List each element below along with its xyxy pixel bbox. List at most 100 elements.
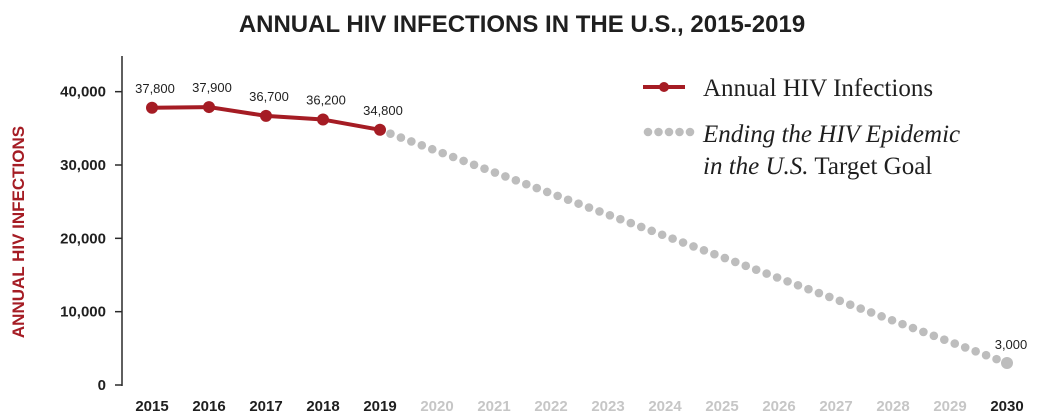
x-axis-ticks: 2015 2016 2017 2018 2019 2020 2021 2022 2023 2024… xyxy=(135,398,1023,414)
data-label: 37,900 xyxy=(192,80,232,95)
target-goal-dot xyxy=(772,273,782,282)
target-goal-dot xyxy=(971,347,980,356)
x-tick-label: 2027 xyxy=(819,398,852,414)
target-goal-dot xyxy=(386,129,395,138)
legend-target-plain-part: Target Goal xyxy=(814,153,932,180)
target-goal-dot xyxy=(459,156,468,166)
legend-item-annual: Annual HIV Infections xyxy=(643,75,933,102)
target-goal-dot xyxy=(563,195,573,205)
target-goal-endpoint xyxy=(1001,357,1013,369)
target-goal-dot xyxy=(981,350,991,360)
target-goal-dot xyxy=(605,211,615,220)
data-label: 36,700 xyxy=(249,89,289,104)
x-tick-label: 2021 xyxy=(477,398,510,414)
target-goal-dot xyxy=(595,207,604,216)
legend-target-dot xyxy=(685,127,695,137)
target-goal-dot xyxy=(511,176,521,185)
target-goal-dot xyxy=(845,300,855,310)
target-goal-dot xyxy=(929,331,939,341)
target-goal-dot xyxy=(720,253,730,263)
x-tick-label: 2022 xyxy=(534,398,567,414)
target-goal-dot xyxy=(480,164,489,173)
target-goal-dot xyxy=(616,214,625,224)
target-goal-dot xyxy=(678,238,688,247)
target-goal-dot xyxy=(741,261,751,271)
target-goal-dot xyxy=(835,296,845,306)
x-tick-label: 2018 xyxy=(306,398,339,414)
chart-title: ANNUAL HIV INFECTIONS IN THE U.S., 2015-… xyxy=(239,11,805,38)
x-tick-label: 2026 xyxy=(762,398,795,414)
y-axis-label: ANNUAL HIV INFECTIONS xyxy=(9,126,28,338)
y-tick-label: 30,000 xyxy=(60,157,106,174)
legend-target-dot xyxy=(675,127,684,137)
annual-infections-series xyxy=(146,101,386,136)
target-goal-dot xyxy=(960,343,970,352)
target-goal-dot xyxy=(762,269,771,278)
target-goal-dot xyxy=(825,292,834,302)
target-goal-dot xyxy=(950,339,960,348)
target-goal-dot xyxy=(490,168,500,177)
target-goal-dot xyxy=(710,249,719,259)
y-tick-label: 40,000 xyxy=(60,84,106,101)
x-tick-label: 2030 xyxy=(990,398,1023,414)
target-goal-dot xyxy=(793,280,803,290)
target-goal-dot xyxy=(553,191,562,201)
x-tick-label: 2023 xyxy=(591,398,624,414)
legend-target-swatch xyxy=(643,127,695,137)
target-goal-dot xyxy=(584,203,594,212)
target-goal-dot xyxy=(574,199,583,208)
target-goal-dot xyxy=(940,335,949,344)
target-goal-dot xyxy=(877,312,886,321)
target-goal-dot xyxy=(887,315,897,325)
legend-item-target: Ending the HIV Epidemic in the U.S. Targ… xyxy=(643,121,960,180)
y-tick-label: 0 xyxy=(98,377,106,394)
target-goal-dot xyxy=(919,327,928,337)
x-tick-label: 2017 xyxy=(249,398,282,414)
annual-infections-point xyxy=(374,123,386,136)
x-tick-label: 2024 xyxy=(648,398,682,414)
target-goal-dot xyxy=(731,257,740,267)
x-tick-label: 2019 xyxy=(363,398,396,414)
x-tick-label: 2028 xyxy=(876,398,909,414)
target-goal-dot xyxy=(396,133,406,142)
target-goal-series xyxy=(375,125,1013,369)
target-goal-dot xyxy=(417,141,427,150)
legend-annual-label: Annual HIV Infections xyxy=(703,75,933,102)
target-goal-dot xyxy=(427,144,437,154)
data-labels: 37,800 37,900 36,700 36,200 34,800 3,000 xyxy=(135,80,1027,352)
target-goal-dot xyxy=(501,172,510,181)
target-goal-dot xyxy=(636,222,646,232)
target-goal-dot xyxy=(522,179,531,189)
y-tick-label: 10,000 xyxy=(60,304,106,321)
data-label: 36,200 xyxy=(306,93,346,108)
target-goal-dot xyxy=(438,148,448,158)
annual-infections-point xyxy=(203,101,215,114)
target-goal-dot xyxy=(532,183,542,193)
target-goal-dot xyxy=(814,288,824,298)
legend-target-dot xyxy=(643,127,653,137)
target-goal-dot xyxy=(908,323,918,333)
legend-target-label-line1: Ending the HIV Epidemic xyxy=(702,121,960,148)
x-tick-label: 2015 xyxy=(135,398,168,414)
annual-infections-point xyxy=(260,109,272,122)
target-goal-dot xyxy=(689,242,698,251)
annual-infections-point xyxy=(317,113,329,126)
y-axis-ticks: 0 10,000 20,000 30,000 40,000 xyxy=(60,84,122,394)
legend-target-label-line2: in the U.S. Target Goal xyxy=(703,153,932,180)
target-goal-dot xyxy=(542,187,552,197)
target-goal-dot xyxy=(469,160,479,170)
x-tick-label: 2020 xyxy=(420,398,453,414)
data-label: 37,800 xyxy=(135,81,175,96)
target-goal-dot xyxy=(407,137,416,146)
legend-target-italic-part: in the U.S. xyxy=(703,153,809,180)
x-tick-label: 2016 xyxy=(192,398,225,414)
target-goal-dot xyxy=(647,226,656,236)
data-label: 3,000 xyxy=(995,337,1028,352)
target-goal-dot xyxy=(657,230,667,240)
x-tick-label: 2025 xyxy=(705,398,738,414)
annual-infections-point xyxy=(146,101,158,114)
y-tick-label: 20,000 xyxy=(60,230,106,247)
target-goal-dot xyxy=(866,308,876,317)
legend: Annual HIV Infections Ending the HIV Epi… xyxy=(643,75,960,180)
target-goal-dot xyxy=(668,234,677,243)
